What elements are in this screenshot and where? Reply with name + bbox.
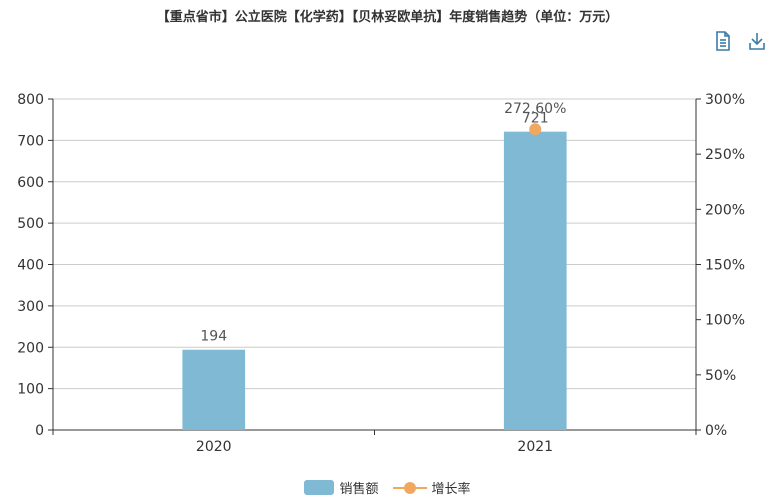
bar-data-label: 721	[522, 111, 549, 127]
chart-title: 【重点省市】公立医院【化学药】【贝林妥欧单抗】年度销售趋势（单位：万元）	[156, 10, 619, 25]
y-left-tick-label: 700	[17, 133, 44, 149]
y-left-tick-label: 500	[17, 216, 44, 232]
chart-legend: 销售额 增长率	[0, 478, 775, 497]
y-left-tick-label: 0	[35, 423, 44, 439]
y-right-tick-label: 300%	[705, 92, 745, 108]
bar-data-label: 194	[200, 329, 227, 345]
y-right-tick-label: 50%	[705, 368, 736, 384]
y-left-tick-label: 300	[17, 299, 44, 315]
legend-label-sales: 销售额	[339, 482, 379, 497]
chart-toolbar	[713, 30, 767, 52]
y-left-tick-label: 200	[17, 340, 44, 356]
y-left-tick-label: 400	[17, 258, 44, 274]
legend-item-growth[interactable]: 增长率	[392, 478, 471, 497]
x-tick-label: 2021	[517, 439, 553, 455]
y-left-tick-label: 800	[17, 92, 44, 108]
document-icon[interactable]	[713, 30, 733, 52]
y-right-tick-label: 0%	[705, 423, 727, 439]
y-left-tick-label: 100	[17, 382, 44, 398]
y-right-tick-label: 150%	[705, 258, 745, 274]
y-left-tick-label: 600	[17, 175, 44, 191]
growth-point	[529, 123, 542, 136]
legend-swatch-sales	[304, 480, 335, 495]
chart-canvas: 0 100 200 300 400 500 600 700 800 0% 50% 100% 150% 20…	[17, 92, 745, 455]
legend-label-growth: 增长率	[431, 482, 471, 497]
download-icon[interactable]	[747, 30, 767, 52]
bar	[503, 131, 567, 430]
x-tick-label: 2020	[196, 439, 232, 455]
y-right-tick-label: 100%	[705, 313, 745, 329]
y-right-tick-label: 200%	[705, 202, 745, 218]
legend-item-sales[interactable]: 销售额	[304, 478, 379, 497]
bar	[182, 349, 246, 430]
growth-data-label: 272.60%	[504, 101, 566, 117]
y-right-tick-label: 250%	[705, 147, 745, 163]
legend-swatch-growth	[392, 481, 427, 494]
